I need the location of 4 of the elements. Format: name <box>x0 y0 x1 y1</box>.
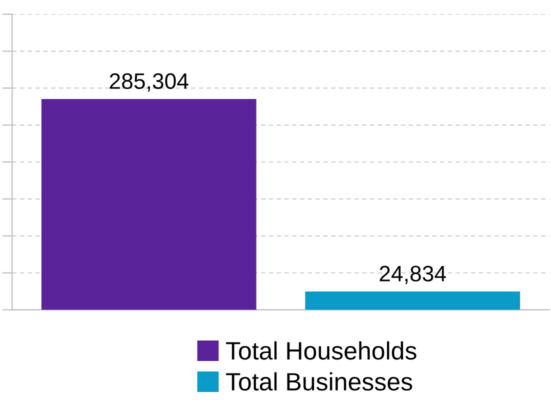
legend-label: Total Households <box>226 341 416 360</box>
legend-label: Total Businesses <box>226 372 412 391</box>
data-label: 24,834 <box>380 266 446 284</box>
data-label: 285,304 <box>110 73 188 92</box>
